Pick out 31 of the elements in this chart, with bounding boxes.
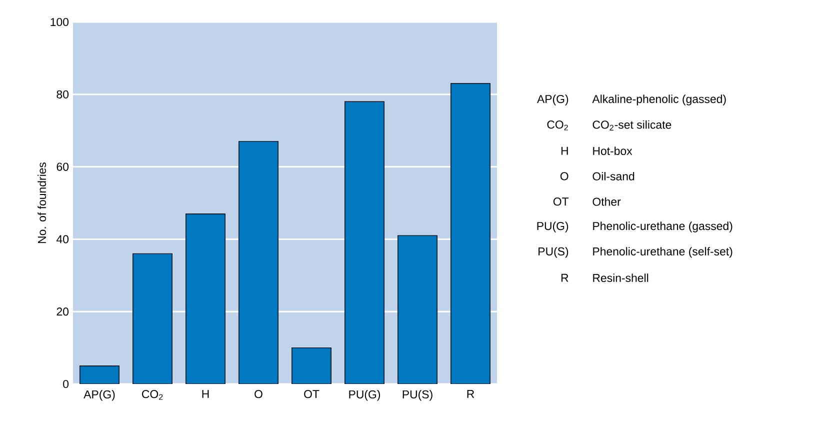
category-label: PU(G) bbox=[537, 222, 568, 232]
x-tick-label: PU(S) bbox=[402, 390, 432, 401]
category-label: AP(G) bbox=[537, 94, 568, 106]
y-tick-label: 60 bbox=[56, 162, 69, 171]
text: Hot-box bbox=[593, 146, 632, 155]
y-tick-label: 0 bbox=[63, 380, 69, 388]
text: Phenolic-urethane (self-set) bbox=[593, 247, 732, 258]
category-label: PU(S) bbox=[538, 247, 568, 258]
text: CO$_{2}$-set silicate bbox=[592, 120, 672, 130]
x-tick-label: AP(G) bbox=[84, 390, 115, 401]
category-label: H bbox=[561, 146, 568, 155]
x-tick-label: PU(G) bbox=[349, 390, 380, 401]
y-tick-label: 20 bbox=[56, 308, 69, 316]
y-tick-label: 80 bbox=[56, 90, 69, 98]
x-tick-label: OT bbox=[304, 390, 320, 398]
category-label: O bbox=[560, 172, 568, 180]
category-label: R bbox=[561, 274, 568, 282]
category-label: OT bbox=[553, 198, 569, 206]
text: Other bbox=[592, 197, 621, 206]
text: Alkaline-phenolic (gassed) bbox=[592, 94, 726, 106]
text: Resin-shell bbox=[593, 274, 648, 282]
category-label: CO$_{2}$ bbox=[547, 120, 568, 130]
text: Oil-sand bbox=[592, 172, 634, 180]
y-axis-title: No. of foundries bbox=[38, 162, 46, 244]
y-tick-label: 100 bbox=[50, 18, 69, 26]
x-tick-label: R bbox=[467, 390, 474, 398]
x-tick-label: CO$_{2}$ bbox=[142, 390, 163, 400]
x-tick-label: O bbox=[254, 390, 262, 398]
x-tick-label: H bbox=[202, 390, 209, 398]
y-tick-label: 40 bbox=[56, 235, 69, 244]
text: Phenolic-urethane (gassed) bbox=[593, 222, 732, 232]
